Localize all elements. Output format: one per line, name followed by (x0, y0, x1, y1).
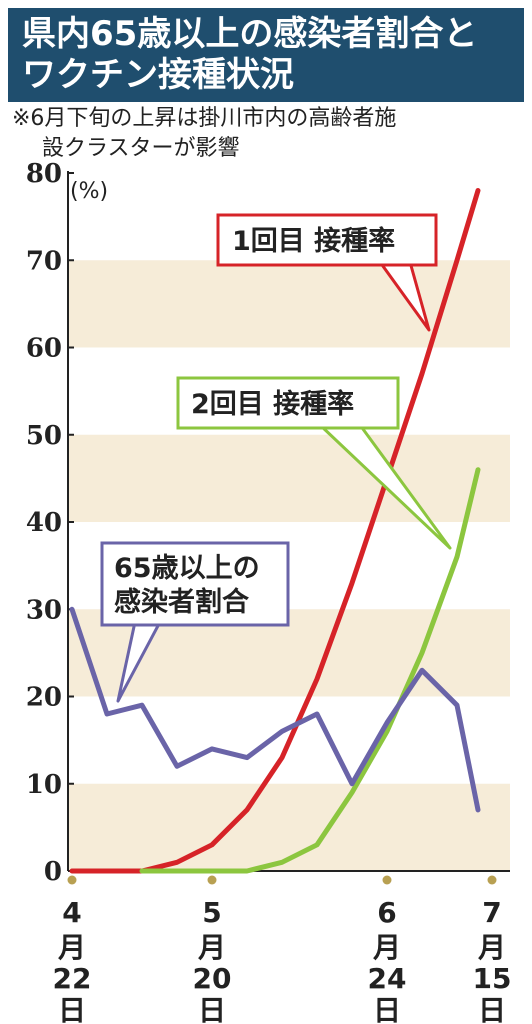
x-tick-label: 月 (57, 931, 86, 964)
x-tick-dot (67, 875, 77, 885)
x-tick-dot (382, 875, 392, 885)
y-tick-labels: 0 10 20 30 40 50 60 70 80 (26, 159, 62, 887)
dose1-callout-box (216, 213, 438, 267)
series-lines (69, 188, 481, 874)
x-tick-label: 4 (62, 896, 81, 929)
chart-title-line1: 県内65歳以上の感染者割合と (22, 14, 478, 54)
chart-title-box: 県内65歳以上の感染者割合と ワクチン接種状況 (8, 8, 524, 102)
y-tick-label: 40 (26, 508, 62, 538)
x-tick-label: 月 (372, 931, 401, 964)
infection-callout-text: 感染者割合 (114, 586, 249, 618)
series-callouts: 1回目 接種率 2回目 接種率 65歳以上の感染者割合 (100, 213, 452, 703)
x-tick-label: 日 (198, 994, 226, 1024)
x-tick-dot (207, 875, 217, 885)
dose2-callout-box (176, 376, 400, 430)
x-tick-label: 22 (53, 962, 92, 995)
x-tick-label: 6 (377, 896, 396, 929)
dose2-callout-text: 2回目 接種率 (191, 388, 354, 420)
dose1-callout: 1回目 接種率 (216, 213, 438, 332)
x-tick-label: 7 (482, 896, 501, 929)
dose1-callout-text: 1回目 接種率 (232, 225, 395, 257)
dose2-callout: 2回目 接種率 (176, 376, 452, 550)
x-tick-label: 日 (58, 994, 86, 1024)
y-tick-label: 0 (44, 857, 62, 887)
infection-callout: 65歳以上の感染者割合 (100, 541, 290, 703)
x-tick-label: 5 (202, 896, 221, 929)
y-tick-label: 80 (26, 159, 62, 189)
y-tick-label: 30 (26, 595, 62, 625)
chart-title-line2: ワクチン接種状況 (22, 55, 294, 95)
infection-callout-text: 65歳以上の (114, 553, 260, 584)
y-tick-label: 70 (26, 246, 62, 276)
y-tick-label: 20 (26, 683, 62, 713)
y-unit-label: (%) (70, 179, 108, 204)
x-tick-dot (487, 875, 497, 885)
y-tick-label: 60 (26, 334, 62, 364)
x-tick-label: 15 (473, 962, 512, 995)
x-tick-label: 24 (368, 962, 407, 995)
x-tick-label: 月 (477, 931, 506, 964)
chart-note-line1: ※6月下旬の上昇は掛川市内の高齢者施 (12, 106, 397, 131)
x-tick-label: 日 (373, 994, 401, 1024)
x-tick-label: 日 (478, 994, 506, 1024)
y-tick-label: 50 (26, 421, 62, 451)
y-tick-label: 10 (26, 770, 62, 800)
dose2-line (139, 467, 481, 874)
chart-note-line2: 設クラスターが影響 (42, 136, 240, 161)
x-tick-label: 20 (193, 962, 232, 995)
infection-line (69, 606, 481, 813)
band-40 (68, 434, 510, 522)
x-tick-label: 月 (197, 931, 226, 964)
infection-callout-box (100, 541, 290, 627)
chart-note: ※6月下旬の上昇は掛川市内の高齢者施 設クラスターが影響 (12, 104, 396, 164)
